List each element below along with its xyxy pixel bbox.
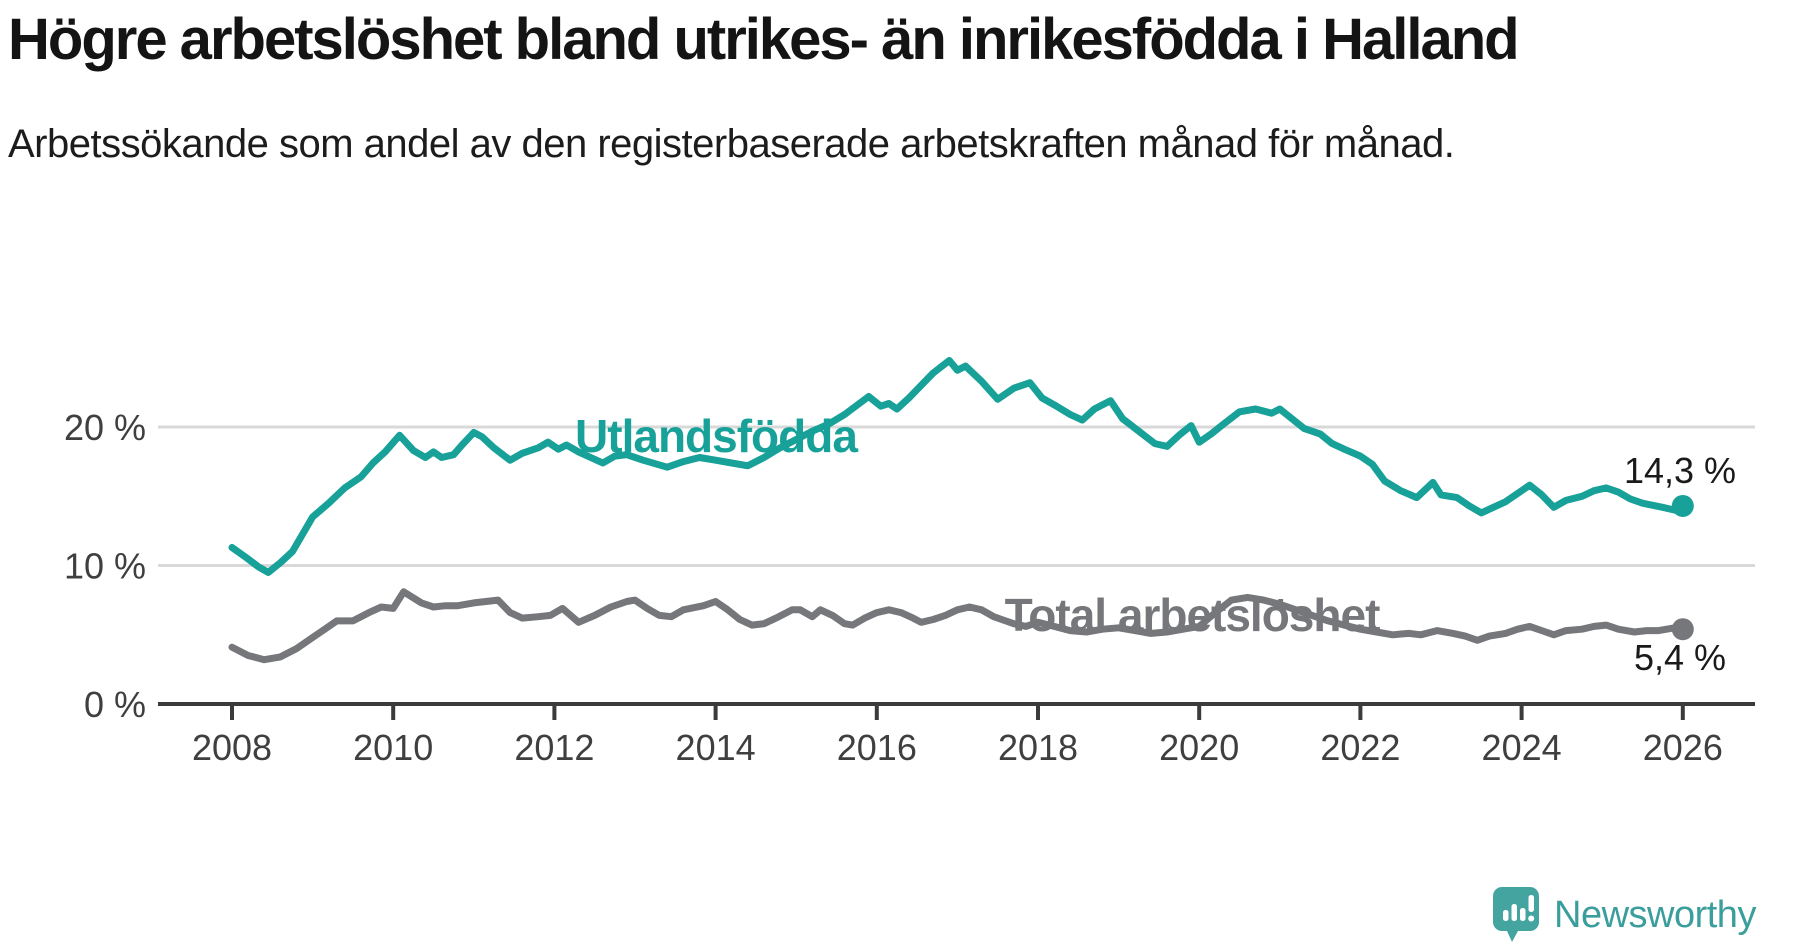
series-line-utlandsfodda xyxy=(228,357,1687,576)
x-axis-tick-label: 2010 xyxy=(353,727,433,768)
end-value-utlandsfodda: 14,3 % xyxy=(1623,450,1737,491)
speech-bubble-bar-chart-icon xyxy=(1493,887,1539,942)
x-axis-tick-label: 2020 xyxy=(1159,727,1239,768)
y-axis-tick-label: 20 % xyxy=(64,407,146,448)
newsworthy-wordmark: Newsworthy xyxy=(1554,893,1756,936)
line-chart: 0 % 10 % 20 % 2008 2010 2012 2014 2016 2018 2020 2… xyxy=(64,357,1755,768)
x-axis-tick-label: 2016 xyxy=(837,727,917,768)
y-axis-tick-label: 0 % xyxy=(84,684,146,725)
x-axis-tick-label: 2008 xyxy=(192,727,272,768)
page-title: Högre arbetslöshet bland utrikes- än inr… xyxy=(8,7,1520,72)
series-end-dot xyxy=(1671,618,1694,641)
series-label-utlandsfodda: Utlandsfödda xyxy=(575,410,858,462)
end-value-total: 5,4 % xyxy=(1633,637,1727,678)
series-label-total-arbetsloshet: Total arbetslöshet xyxy=(1004,589,1381,641)
x-axis-tick-label: 2024 xyxy=(1482,727,1562,768)
x-axis-tick-label: 2012 xyxy=(514,727,594,768)
x-axis-tick-label: 2014 xyxy=(676,727,756,768)
series-line-total xyxy=(228,588,1687,664)
x-axis-tick-label: 2018 xyxy=(998,727,1078,768)
x-axis-tick-label: 2026 xyxy=(1643,727,1723,768)
y-axis-tick-label: 10 % xyxy=(64,546,146,587)
chart-subtitle: Arbetssökande som andel av den registerb… xyxy=(8,122,1455,166)
x-axis-tick-label: 2022 xyxy=(1320,727,1400,768)
newsworthy-logo: Newsworthy xyxy=(1492,886,1756,944)
series-end-dot xyxy=(1671,494,1694,517)
